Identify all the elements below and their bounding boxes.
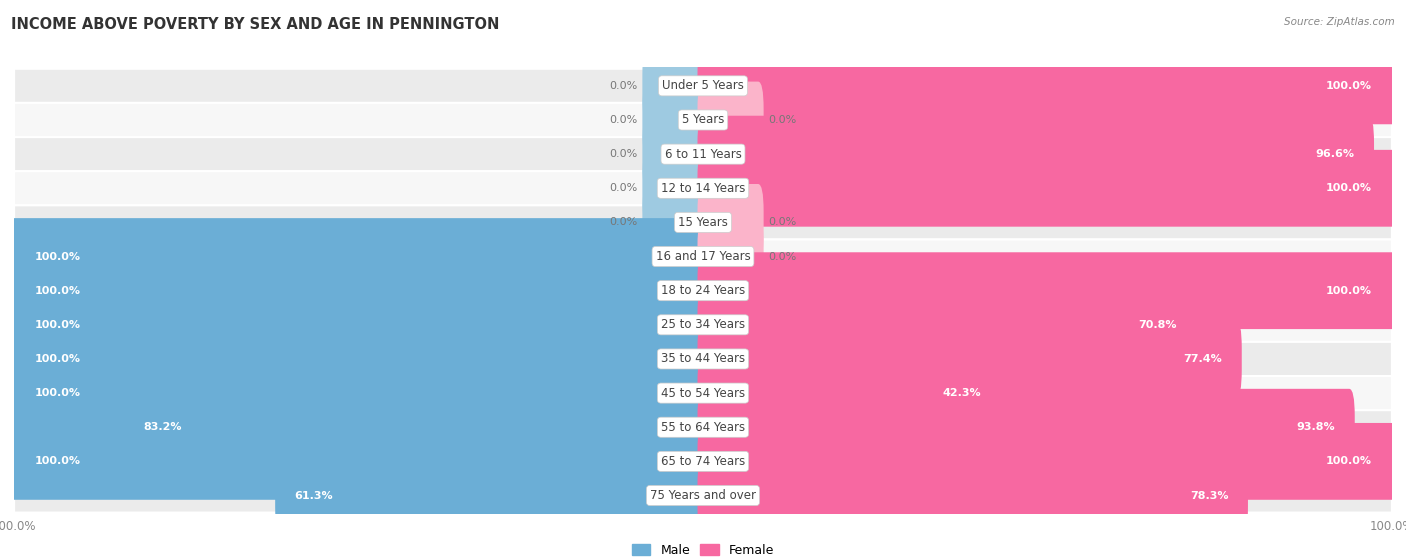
FancyBboxPatch shape [8,423,709,500]
Text: 15 Years: 15 Years [678,216,728,229]
FancyBboxPatch shape [14,69,1392,103]
Text: 61.3%: 61.3% [294,490,333,500]
FancyBboxPatch shape [8,218,709,295]
Text: 83.2%: 83.2% [143,422,183,432]
FancyBboxPatch shape [697,116,1374,192]
Text: 0.0%: 0.0% [609,149,637,159]
FancyBboxPatch shape [14,479,1392,513]
FancyBboxPatch shape [697,286,1197,363]
Text: 25 to 34 Years: 25 to 34 Years [661,318,745,331]
Text: 75 Years and over: 75 Years and over [650,489,756,502]
FancyBboxPatch shape [14,376,1392,410]
Text: 5 Years: 5 Years [682,113,724,126]
Text: 100.0%: 100.0% [1326,81,1371,91]
Text: 100.0%: 100.0% [1326,183,1371,193]
Text: 100.0%: 100.0% [35,388,80,398]
Text: Source: ZipAtlas.com: Source: ZipAtlas.com [1284,17,1395,27]
FancyBboxPatch shape [697,355,1000,432]
Text: 0.0%: 0.0% [609,115,637,125]
FancyBboxPatch shape [697,48,1398,124]
Text: 100.0%: 100.0% [1326,286,1371,296]
Text: 65 to 74 Years: 65 to 74 Years [661,455,745,468]
Text: 0.0%: 0.0% [769,115,797,125]
FancyBboxPatch shape [14,444,1392,479]
Text: 100.0%: 100.0% [35,354,80,364]
Text: 96.6%: 96.6% [1316,149,1355,159]
FancyBboxPatch shape [697,184,763,261]
FancyBboxPatch shape [697,423,1398,500]
Text: 0.0%: 0.0% [609,81,637,91]
Text: 77.4%: 77.4% [1184,354,1222,364]
FancyBboxPatch shape [643,48,709,124]
FancyBboxPatch shape [14,137,1392,171]
Text: 0.0%: 0.0% [769,217,797,228]
FancyBboxPatch shape [14,103,1392,137]
FancyBboxPatch shape [14,273,1392,308]
FancyBboxPatch shape [697,320,1241,397]
FancyBboxPatch shape [643,184,709,261]
Text: 93.8%: 93.8% [1296,422,1336,432]
FancyBboxPatch shape [8,286,709,363]
Text: 6 to 11 Years: 6 to 11 Years [665,148,741,160]
Text: Under 5 Years: Under 5 Years [662,79,744,92]
FancyBboxPatch shape [697,457,1249,534]
FancyBboxPatch shape [14,342,1392,376]
FancyBboxPatch shape [697,150,1398,226]
FancyBboxPatch shape [276,457,709,534]
FancyBboxPatch shape [697,389,1355,466]
FancyBboxPatch shape [14,410,1392,444]
Text: 100.0%: 100.0% [1326,456,1371,466]
Text: 0.0%: 0.0% [609,183,637,193]
Text: 70.8%: 70.8% [1139,320,1177,330]
FancyBboxPatch shape [697,82,763,158]
FancyBboxPatch shape [8,252,709,329]
Text: INCOME ABOVE POVERTY BY SEX AND AGE IN PENNINGTON: INCOME ABOVE POVERTY BY SEX AND AGE IN P… [11,17,499,32]
Text: 100.0%: 100.0% [35,252,80,262]
FancyBboxPatch shape [14,308,1392,342]
FancyBboxPatch shape [643,150,709,226]
Text: 18 to 24 Years: 18 to 24 Years [661,284,745,297]
FancyBboxPatch shape [8,355,709,432]
Text: 0.0%: 0.0% [769,252,797,262]
Text: 100.0%: 100.0% [35,456,80,466]
Text: 100.0%: 100.0% [35,320,80,330]
Text: 78.3%: 78.3% [1189,490,1229,500]
Text: 12 to 14 Years: 12 to 14 Years [661,182,745,195]
Text: 100.0%: 100.0% [35,286,80,296]
Text: 16 and 17 Years: 16 and 17 Years [655,250,751,263]
FancyBboxPatch shape [14,239,1392,273]
FancyBboxPatch shape [697,218,763,295]
FancyBboxPatch shape [124,389,709,466]
FancyBboxPatch shape [8,320,709,397]
FancyBboxPatch shape [14,171,1392,205]
Text: 0.0%: 0.0% [609,217,637,228]
Text: 55 to 64 Years: 55 to 64 Years [661,421,745,434]
Text: 35 to 44 Years: 35 to 44 Years [661,353,745,366]
FancyBboxPatch shape [14,205,1392,239]
FancyBboxPatch shape [697,252,1398,329]
Text: 42.3%: 42.3% [942,388,980,398]
Text: 45 to 54 Years: 45 to 54 Years [661,387,745,400]
Legend: Male, Female: Male, Female [627,539,779,559]
FancyBboxPatch shape [643,82,709,158]
FancyBboxPatch shape [643,116,709,192]
